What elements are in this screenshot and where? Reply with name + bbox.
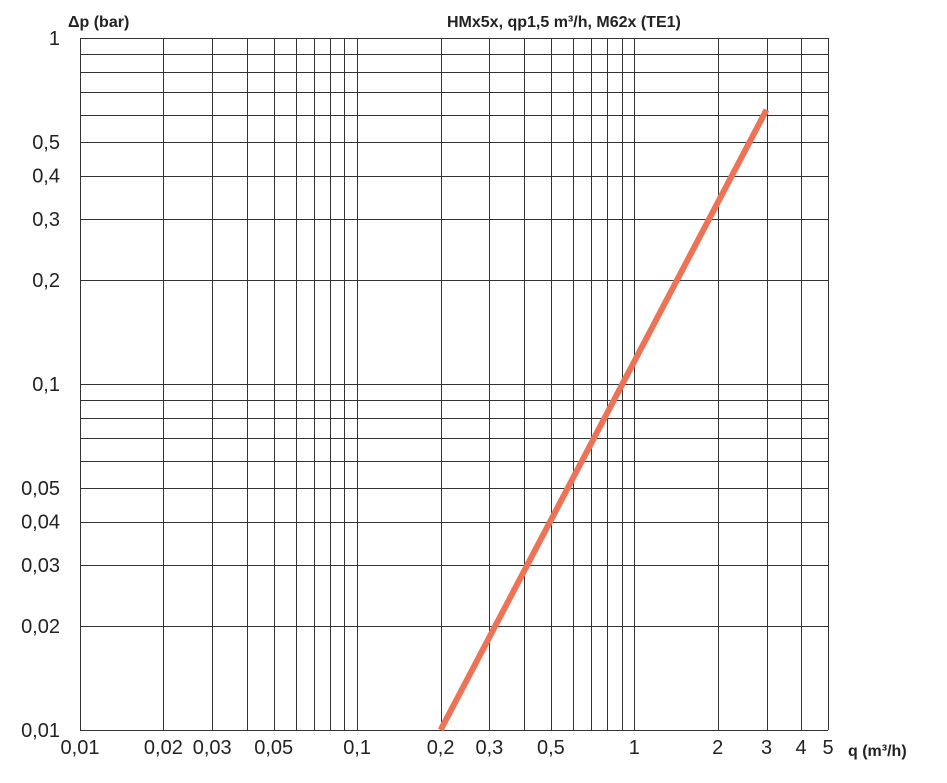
y-tick-labels: 0,01 0,02 0,03 0,04 0,05 0,1 0,2 0,3 0,4 0,5 1 (21, 28, 60, 742)
y-tick-label-10: 1 (49, 28, 60, 50)
x-tick-label-4: 0,1 (343, 737, 371, 759)
x-tick-label-6: 0,3 (475, 737, 503, 759)
y-axis-title: Δp (bar) (68, 14, 129, 31)
x-tick-label-12: 5 (822, 737, 833, 759)
y-tick-label-4: 0,05 (21, 478, 60, 500)
y-tick-label-8: 0,4 (32, 166, 60, 188)
y-tick-label-5: 0,1 (32, 374, 60, 396)
series-line-0 (437, 108, 770, 732)
y-tick-label-7: 0,3 (32, 209, 60, 231)
series-layer (437, 108, 770, 732)
y-tick-label-1: 0,02 (21, 616, 60, 638)
x-tick-label-10: 3 (761, 737, 772, 759)
y-tick-label-9: 0,5 (32, 132, 60, 154)
x-tick-labels: 0,01 0,02 0,03 0,05 0,1 0,2 0,3 0,5 1 2 3 4 5 (61, 737, 834, 759)
x-tick-label-1: 0,02 (144, 737, 183, 759)
y-tick-label-2: 0,03 (21, 555, 60, 577)
x-tick-label-2: 0,03 (193, 737, 232, 759)
x-tick-label-7: 0,5 (537, 737, 565, 759)
y-tick-label-6: 0,2 (32, 270, 60, 292)
y-tick-label-0: 0,01 (21, 720, 60, 742)
x-tick-label-5: 0,2 (427, 737, 455, 759)
x-tick-label-11: 4 (796, 737, 807, 759)
y-gridlines (80, 38, 828, 731)
y-tick-label-3: 0,04 (21, 512, 60, 534)
x-tick-label-3: 0,05 (254, 737, 293, 759)
chart-title: HMx5x, qp1,5 m³/h, M62x (TE1) (447, 14, 681, 31)
x-tick-label-8: 1 (629, 737, 640, 759)
x-tick-label-0: 0,01 (61, 737, 100, 759)
x-tick-label-9: 2 (712, 737, 723, 759)
x-axis-title: q (m³/h) (848, 743, 907, 760)
